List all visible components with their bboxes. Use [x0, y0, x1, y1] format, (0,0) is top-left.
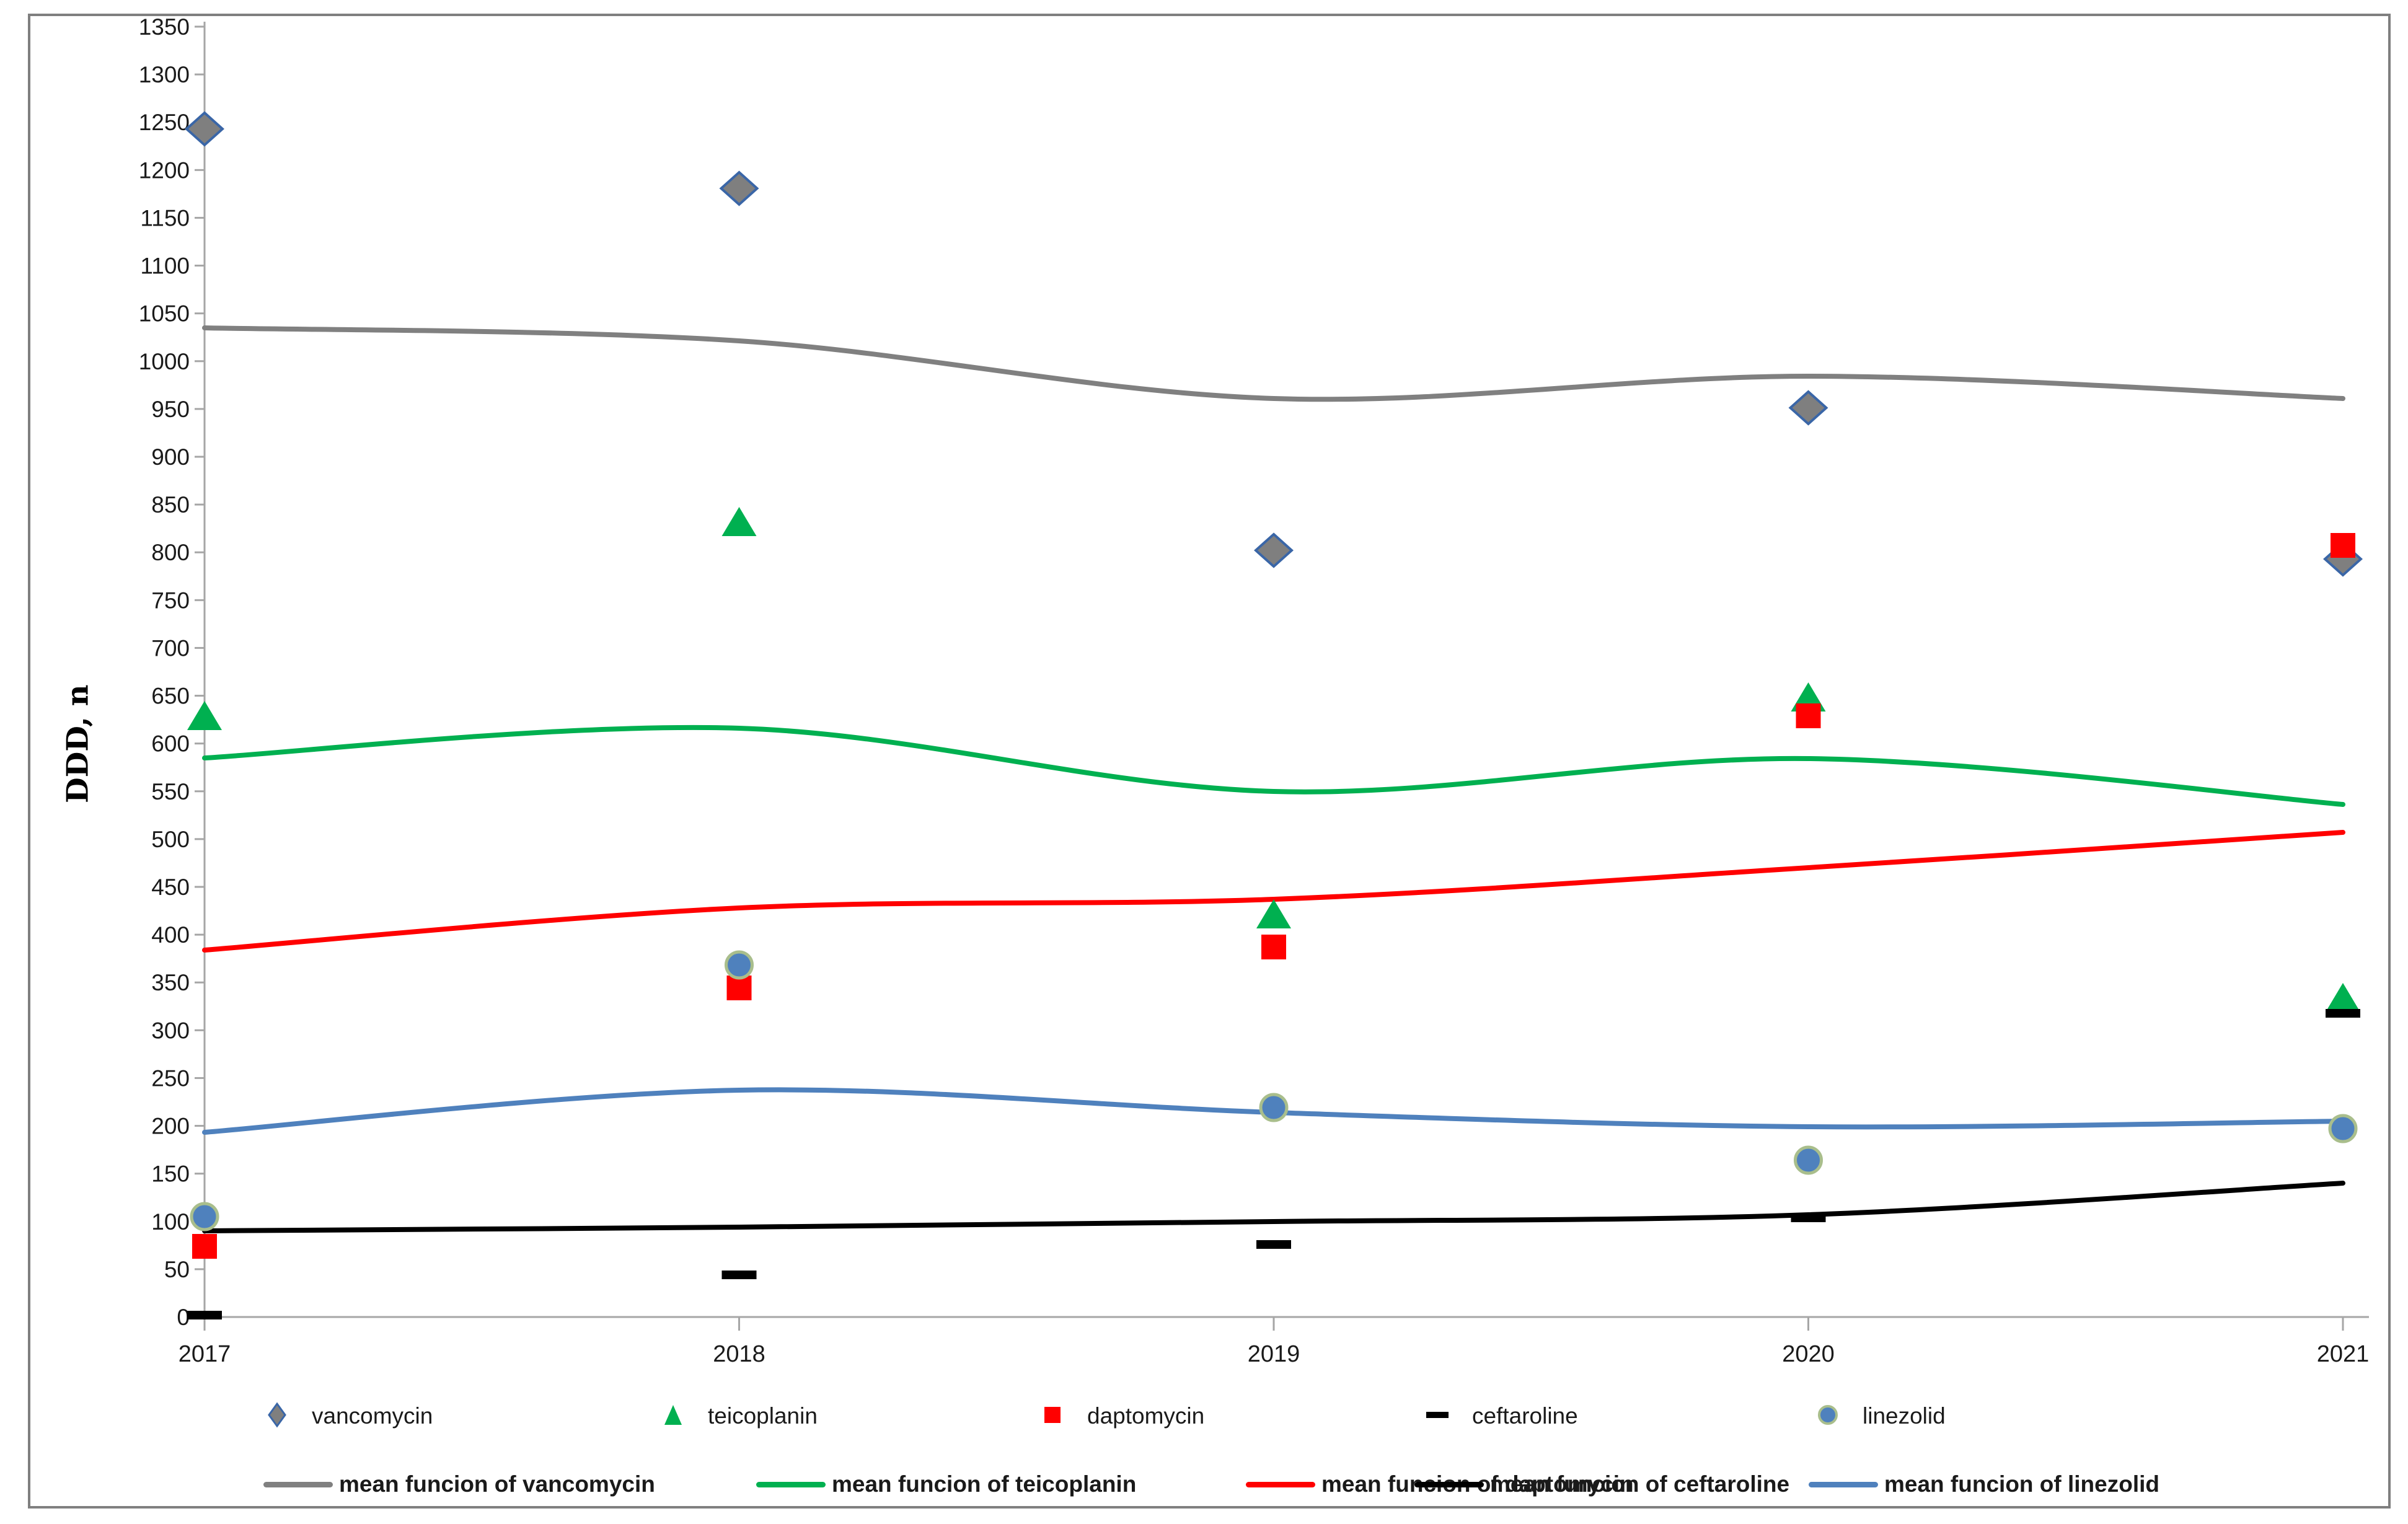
legend-label-trend-linezolid: mean funcion of linezolid	[1884, 1471, 2159, 1497]
marker-vancomycin	[185, 111, 224, 147]
trend-line-legend-icon	[263, 1481, 333, 1487]
trend-line-daptomycin	[202, 830, 2345, 953]
marker-linezolid	[190, 1202, 219, 1231]
legend-label-vancomycin: vancomycin	[312, 1403, 433, 1429]
y-tick-label: 300	[151, 1018, 190, 1043]
marker-linezolid	[1259, 1093, 1289, 1122]
marker-teicoplanin	[187, 701, 222, 730]
y-tick-label: 1300	[139, 62, 190, 87]
marker-vancomycin	[719, 170, 759, 206]
y-tick-label: 1000	[139, 349, 190, 374]
marker-vancomycin	[1254, 532, 1294, 568]
legend-label-teicoplanin: teicoplanin	[708, 1403, 818, 1429]
legend-item-trend-vancomycin: mean funcion of vancomycin	[263, 1463, 655, 1506]
y-tick-label: 900	[151, 444, 190, 470]
legend-item-trend-ceftaroline: mean funcion of ceftaroline	[1414, 1463, 1789, 1506]
legend-item-linezolid: linezolid	[1809, 1394, 1946, 1438]
marker-daptomycin	[1261, 935, 1286, 959]
y-tick-label: 350	[151, 970, 190, 995]
y-tick-label: 200	[151, 1114, 190, 1139]
marker-ceftaroline	[1256, 1240, 1291, 1249]
y-tick-label: 800	[151, 540, 190, 565]
y-tick-label: 1200	[139, 157, 190, 183]
chart-outer-border	[28, 14, 2391, 1509]
marker-teicoplanin	[2326, 983, 2360, 1012]
trend-line-legend-icon	[1246, 1481, 1315, 1487]
trend-line-ceftaroline	[202, 1181, 2345, 1233]
y-tick-label: 250	[151, 1065, 190, 1091]
trend-line-teicoplanin	[202, 725, 2345, 807]
marker-daptomycin	[192, 1234, 217, 1259]
legend-item-trend-teicoplanin: mean funcion of teicoplanin	[756, 1463, 1136, 1506]
y-tick-label: 600	[151, 731, 190, 757]
legend-label-ceftaroline: ceftaroline	[1472, 1403, 1578, 1429]
y-tick-label: 150	[151, 1161, 190, 1187]
legend-label-trend-teicoplanin: mean funcion of teicoplanin	[832, 1471, 1137, 1497]
marker-teicoplanin	[721, 507, 757, 536]
trend-line-legend-icon	[1414, 1481, 1484, 1487]
teicoplanin-legend-icon	[655, 1396, 692, 1437]
marker-ceftaroline	[721, 1271, 757, 1279]
marker-ceftaroline	[2326, 1009, 2360, 1018]
x-tick-label-2018: 2018	[713, 1341, 765, 1367]
y-tick-label: 550	[151, 779, 190, 804]
ceftaroline-legend-icon	[1419, 1396, 1456, 1437]
legend-item-trend-linezolid: mean funcion of linezolid	[1809, 1463, 2159, 1506]
y-tick-label: 950	[151, 397, 190, 422]
marker-linezolid	[2328, 1114, 2358, 1143]
legend-item-vancomycin: vancomycin	[258, 1394, 433, 1438]
x-tick-label-2021: 2021	[2317, 1341, 2370, 1367]
y-tick-label: 400	[151, 922, 190, 948]
daptomycin-legend-icon	[1034, 1396, 1071, 1437]
legend-item-teicoplanin: teicoplanin	[655, 1394, 818, 1438]
legend-item-daptomycin: daptomycin	[1034, 1394, 1204, 1438]
marker-ceftaroline	[187, 1311, 222, 1319]
x-tick-label-2017: 2017	[179, 1341, 231, 1367]
y-axis-title: DDD, n	[60, 684, 95, 803]
legend-label-linezolid: linezolid	[1863, 1403, 1946, 1429]
trend-line-vancomycin	[202, 325, 2345, 402]
legend-label-trend-vancomycin: mean funcion of vancomycin	[339, 1471, 655, 1497]
legend-label-trend-ceftaroline: mean funcion of ceftaroline	[1490, 1471, 1790, 1497]
linezolid-legend-icon	[1809, 1396, 1846, 1437]
marker-daptomycin	[1796, 703, 1821, 728]
marker-daptomycin	[726, 976, 752, 1000]
y-tick-label: 500	[151, 827, 190, 852]
trend-line-legend-icon	[756, 1481, 826, 1487]
y-tick-label: 750	[151, 588, 190, 613]
marker-linezolid	[725, 950, 754, 980]
marker-linezolid	[1794, 1145, 1823, 1175]
legend-trendlines-row: mean funcion of vancomycin mean funcion o…	[0, 1463, 2408, 1512]
y-tick-label: 700	[151, 635, 190, 661]
y-tick-label: 850	[151, 492, 190, 518]
marker-daptomycin	[2331, 533, 2355, 558]
y-tick-label: 1350	[139, 14, 190, 40]
x-tick-label-2019: 2019	[1248, 1341, 1300, 1367]
marker-teicoplanin	[1256, 899, 1291, 928]
vancomycin-legend-icon	[258, 1396, 296, 1437]
y-tick-label: 650	[151, 684, 190, 709]
y-tick-label: 1050	[139, 301, 190, 327]
y-tick-label: 1150	[140, 205, 190, 231]
marker-ceftaroline	[1791, 1213, 1826, 1222]
legend-label-daptomycin: daptomycin	[1087, 1403, 1205, 1429]
y-tick-label: 0	[177, 1305, 190, 1330]
legend-markers-row: vancomycin teicoplanin daptomycin ceftaroli…	[0, 1394, 2408, 1444]
y-tick-label: 1100	[140, 253, 190, 279]
y-tick-label: 1250	[139, 110, 190, 135]
y-tick-label: 50	[164, 1257, 190, 1282]
y-tick-label: 100	[151, 1209, 190, 1235]
marker-vancomycin	[1788, 390, 1828, 426]
y-tick-label: 450	[151, 874, 190, 900]
legend-item-ceftaroline: ceftaroline	[1419, 1394, 1578, 1438]
trend-line-legend-icon	[1809, 1481, 1878, 1487]
x-tick-label-2020: 2020	[1782, 1341, 1835, 1367]
